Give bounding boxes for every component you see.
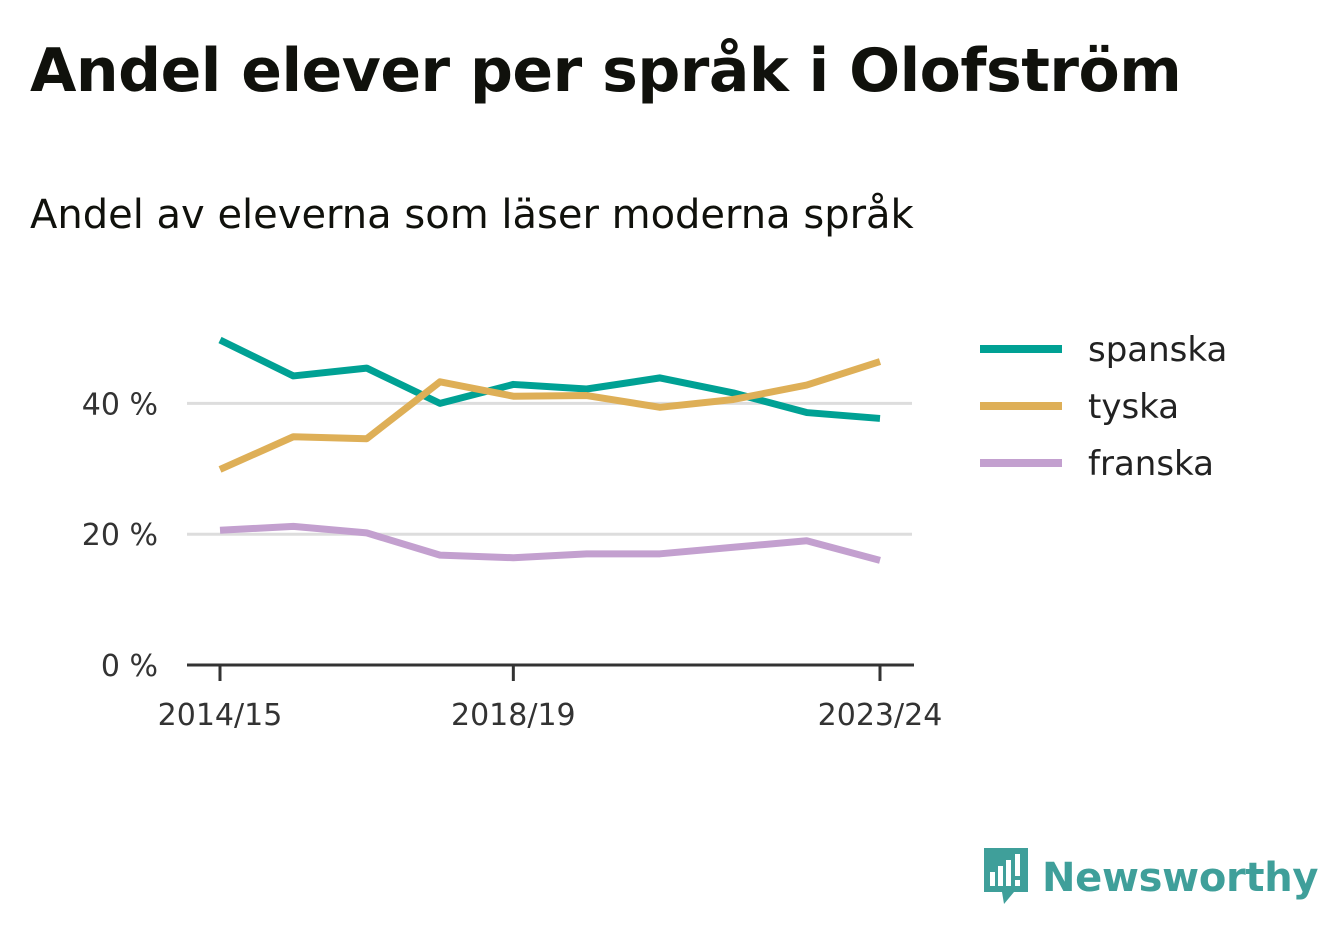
y-tick-label: 20 % [82,518,158,553]
x-tick-label: 2018/19 [451,698,576,733]
brand-name: Newsworthy [1042,855,1319,901]
x-tick-label: 2023/24 [818,698,943,733]
y-tick-label: 0 % [101,649,158,684]
series-line-spanska [218,336,881,422]
legend-label-franska: franska [1088,444,1214,484]
series-line-franska [219,522,881,564]
y-tick-label: 40 % [82,387,158,422]
brand-logo: Newsworthy [980,846,1319,910]
legend-label-tyska: tyska [1088,387,1179,427]
series-line-tyska [218,358,882,473]
chart-subtitle: Andel av eleverna som läser moderna språ… [30,192,914,238]
x-axis: 2014/15 2018/19 2023/24 [158,663,943,733]
chart-title: Andel elever per språk i Olofström [30,36,1182,106]
legend-label-spanska: spanska [1088,330,1227,370]
newsworthy-logo-icon [984,848,1028,904]
x-tick-label: 2014/15 [158,698,283,733]
y-axis: 0 % 20 % 40 % [82,387,158,684]
gridlines [187,401,912,536]
legend: spanska tyska franska [980,330,1227,484]
series-lines [218,336,882,564]
